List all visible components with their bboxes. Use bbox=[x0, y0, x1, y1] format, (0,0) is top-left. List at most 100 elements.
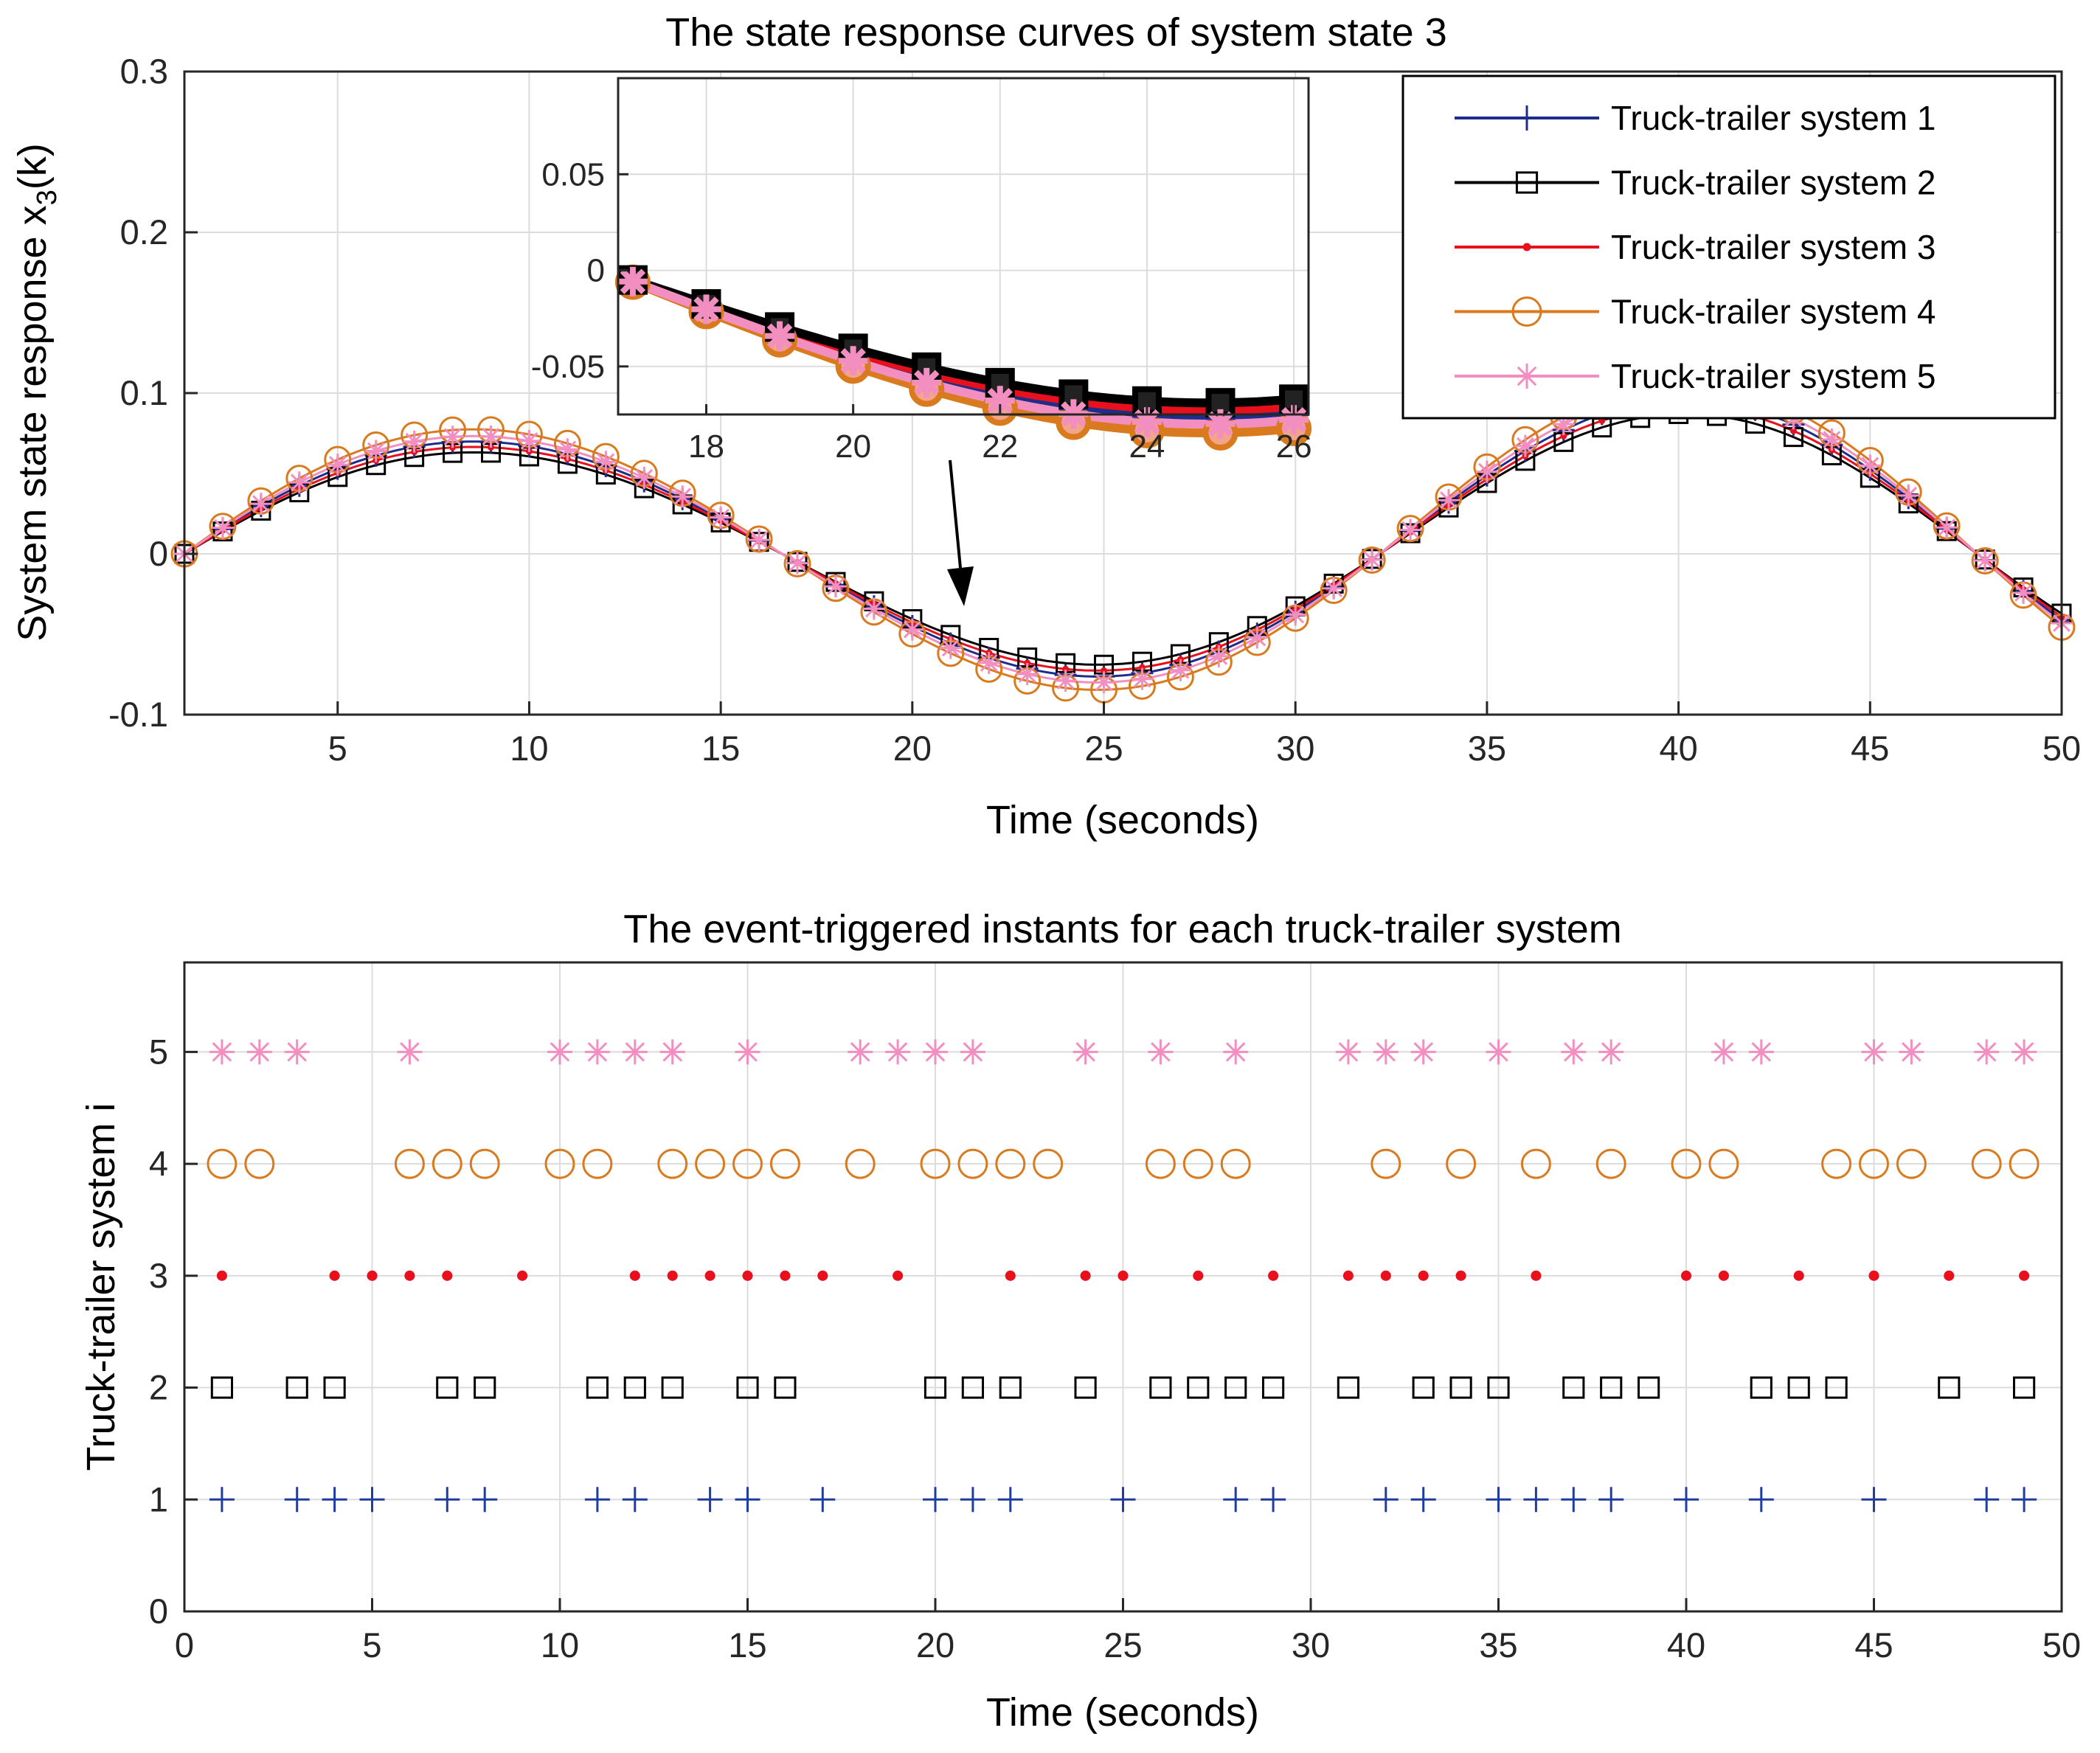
event-marker-system-2 bbox=[1337, 1376, 1360, 1399]
series-5-marker bbox=[1284, 603, 1307, 626]
series-5-marker bbox=[977, 651, 1000, 674]
legend-marker bbox=[1522, 243, 1531, 251]
inset-y-tick-label: -0.05 bbox=[531, 349, 605, 385]
top-y-label-tail: (k) bbox=[10, 143, 55, 190]
event-marker-system-2 bbox=[1224, 1376, 1247, 1399]
event-marker-system-3 bbox=[1531, 1270, 1542, 1281]
event-marker-system-1 bbox=[1223, 1487, 1249, 1513]
series-5-marker bbox=[1169, 659, 1192, 681]
event-marker-system-5 bbox=[1148, 1039, 1174, 1065]
event-marker-system-4 bbox=[1896, 1148, 1927, 1179]
series-5-marker bbox=[824, 575, 847, 598]
top-x-tick-label: 45 bbox=[1851, 729, 1889, 768]
event-marker-system-4 bbox=[1708, 1148, 1739, 1179]
series-5-marker bbox=[1475, 460, 1498, 483]
event-marker-system-2 bbox=[1825, 1376, 1848, 1399]
event-marker-system-3 bbox=[780, 1270, 791, 1281]
bottom-x-tick-label: 30 bbox=[1292, 1625, 1330, 1665]
series-5-marker bbox=[403, 430, 426, 453]
event-marker-system-1 bbox=[1261, 1487, 1286, 1513]
event-marker-system-2 bbox=[1787, 1376, 1810, 1399]
event-marker-system-5 bbox=[1861, 1039, 1887, 1065]
event-marker-system-3 bbox=[629, 1270, 640, 1281]
event-marker-system-2 bbox=[1638, 1376, 1660, 1399]
inset-x-ticks: 18 20 22 24 26 bbox=[688, 404, 1312, 465]
top-title: The state response curves of system stat… bbox=[665, 10, 1447, 55]
series-5-marker bbox=[786, 552, 809, 575]
event-marker-system-1 bbox=[1486, 1487, 1511, 1513]
top-x-tick-label: 30 bbox=[1276, 729, 1314, 768]
series-5-marker bbox=[1207, 645, 1230, 667]
event-marker-system-4 bbox=[920, 1148, 951, 1179]
event-marker-system-1 bbox=[697, 1487, 723, 1513]
event-marker-system-2 bbox=[1449, 1376, 1472, 1399]
top-x-tick-label: 10 bbox=[510, 729, 548, 768]
series-5-marker bbox=[671, 485, 694, 508]
event-marker-system-1 bbox=[359, 1487, 385, 1513]
inset-x-tick-label: 22 bbox=[982, 428, 1018, 465]
event-marker-system-3 bbox=[442, 1270, 453, 1281]
series-5-marker bbox=[518, 429, 541, 452]
inset-series-5-marker bbox=[1132, 407, 1162, 437]
bottom-x-tick-label: 10 bbox=[541, 1625, 579, 1665]
event-marker-system-3 bbox=[1718, 1270, 1729, 1281]
event-marker-system-2 bbox=[1074, 1376, 1097, 1399]
series-5-marker bbox=[1399, 518, 1422, 541]
event-marker-system-1 bbox=[960, 1487, 985, 1513]
inset-y-tick-label: 0.05 bbox=[541, 156, 605, 192]
top-x-tick-label: 25 bbox=[1084, 729, 1123, 768]
event-marker-system-3 bbox=[817, 1270, 828, 1281]
event-marker-system-5 bbox=[1899, 1039, 1924, 1065]
event-marker-system-4 bbox=[1033, 1148, 1064, 1179]
top-y-tick-label: 0.3 bbox=[120, 52, 168, 91]
inset-series-5-marker bbox=[765, 321, 795, 351]
event-marker-system-2 bbox=[774, 1376, 797, 1399]
series-3-marker bbox=[1560, 432, 1567, 440]
event-marker-system-2 bbox=[661, 1376, 684, 1399]
legend-label: Truck-trailer system 5 bbox=[1611, 357, 1936, 395]
inset-x-tick-label: 18 bbox=[688, 428, 724, 465]
bottom-x-tick-label: 35 bbox=[1479, 1625, 1517, 1665]
legend-marker bbox=[1515, 171, 1539, 194]
event-marker-system-3 bbox=[404, 1270, 415, 1281]
series-5-marker bbox=[939, 636, 962, 659]
inset-x-tick-label: 26 bbox=[1276, 428, 1312, 465]
inset-series-5-marker bbox=[912, 367, 942, 398]
event-marker-system-1 bbox=[622, 1487, 648, 1513]
event-marker-system-1 bbox=[1974, 1487, 2000, 1513]
series-5-marker bbox=[326, 454, 349, 476]
series-5-marker bbox=[710, 506, 732, 529]
inset-box bbox=[617, 77, 1310, 416]
bottom-y-tick-label: 2 bbox=[149, 1368, 168, 1407]
event-marker-system-4 bbox=[732, 1148, 763, 1179]
series-5-marker bbox=[1974, 549, 1997, 572]
event-marker-system-2 bbox=[923, 1376, 947, 1399]
series-5-marker bbox=[1323, 577, 1345, 600]
event-marker-system-3 bbox=[1193, 1270, 1204, 1281]
event-marker-system-4 bbox=[845, 1148, 876, 1179]
bottom-title: The event-triggered instants for each tr… bbox=[623, 907, 1622, 951]
event-marker-system-5 bbox=[1373, 1039, 1399, 1065]
inset-series-5-marker bbox=[1279, 405, 1309, 435]
legend-item-2: Truck-trailer system 2 bbox=[1455, 164, 1936, 202]
series-5-marker bbox=[364, 440, 387, 462]
event-marker-system-1 bbox=[1373, 1487, 1399, 1513]
event-marker-system-2 bbox=[623, 1376, 646, 1399]
event-marker-system-1 bbox=[1748, 1487, 1774, 1513]
event-marker-system-2 bbox=[961, 1376, 985, 1399]
bottom-x-tick-label: 0 bbox=[175, 1625, 194, 1665]
legend-marker bbox=[1511, 296, 1542, 327]
event-marker-system-5 bbox=[1561, 1039, 1587, 1065]
series-5-marker bbox=[288, 471, 311, 494]
zoom-inset: 18 20 22 24 26 -0.05 0 0.05 bbox=[531, 77, 1312, 465]
event-marker-system-5 bbox=[397, 1039, 423, 1065]
top-y-label: System state response x3(k) bbox=[10, 143, 63, 641]
inset-series-lines bbox=[616, 271, 1309, 437]
inset-series-5-marker bbox=[691, 294, 721, 324]
event-marker-system-4 bbox=[1595, 1148, 1626, 1179]
legend: Truck-trailer system 1 Truck-trailer syst… bbox=[1401, 74, 2056, 420]
series-5-marker bbox=[1246, 626, 1269, 649]
event-marker-system-2 bbox=[1562, 1376, 1585, 1399]
event-marker-system-1 bbox=[472, 1487, 498, 1513]
series-5-marker bbox=[479, 425, 502, 448]
